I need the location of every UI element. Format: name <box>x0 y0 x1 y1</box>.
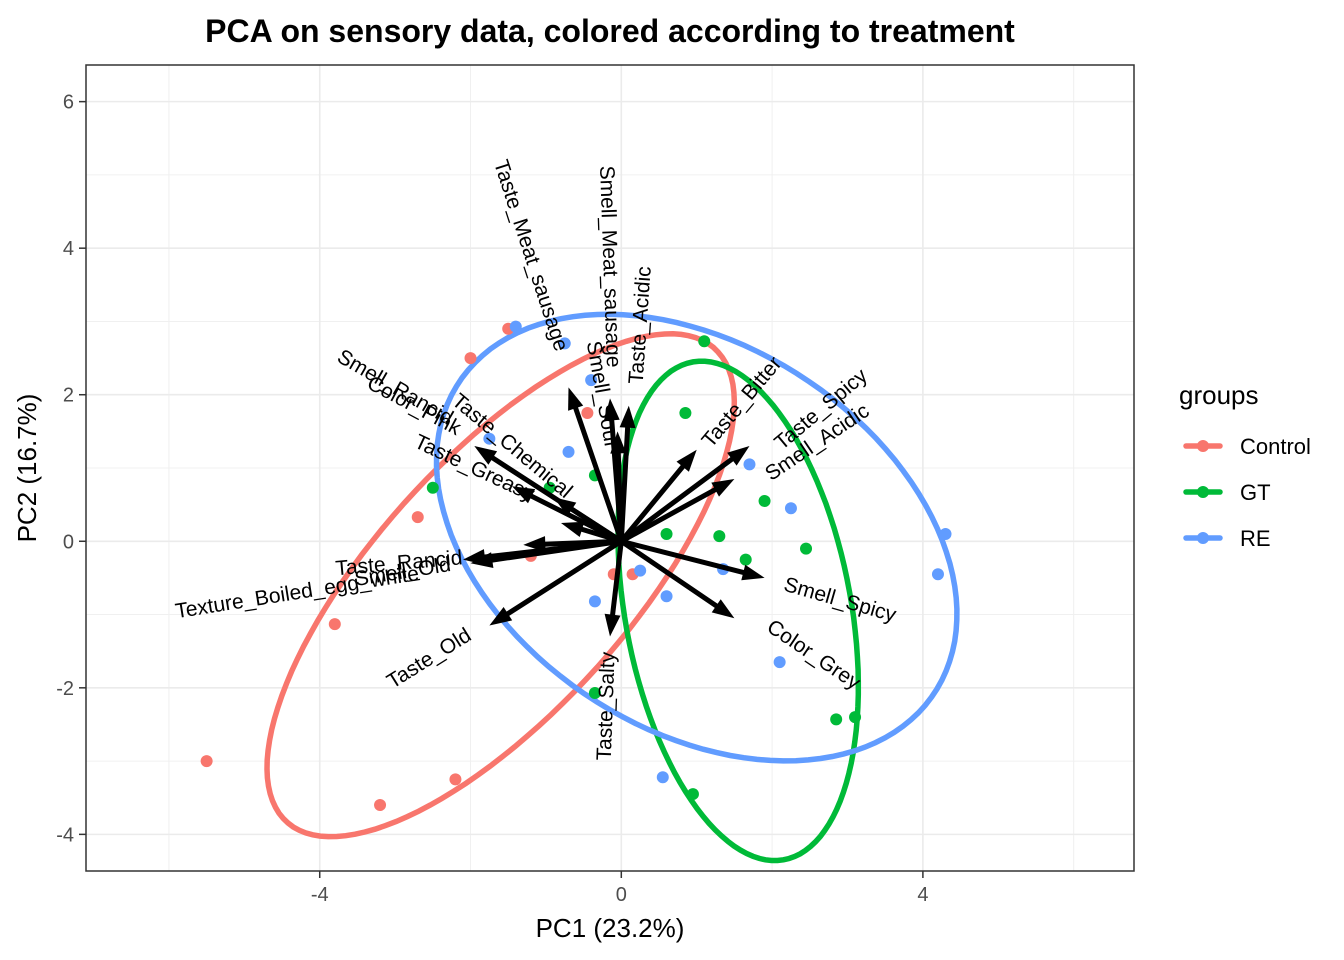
arrowhead-taste-acidic <box>619 405 636 429</box>
chart-title: PCA on sensory data, colored according t… <box>205 13 1015 49</box>
arrowhead-color-grey <box>711 599 735 619</box>
arrow-taste-old <box>503 538 624 618</box>
point-control <box>374 799 387 812</box>
label-texture-boiled-egg-white: Texture_Boiled_egg_white <box>174 562 421 623</box>
point-gt <box>679 407 692 420</box>
point-gt <box>686 788 699 801</box>
label-taste-salty: Taste_Salty <box>593 651 620 761</box>
arrow-smell-acidic <box>618 486 720 544</box>
loading-arrows <box>463 387 765 637</box>
legend-label-re: RE <box>1240 526 1271 551</box>
ellipse-control <box>264 331 738 840</box>
legend-label-gt: GT <box>1240 480 1271 505</box>
arrowhead-taste-salty <box>604 613 621 637</box>
arrow-taste-chemical <box>567 505 624 544</box>
arrow-color-grey <box>618 538 721 610</box>
point-re <box>939 527 952 540</box>
point-gt <box>800 542 813 555</box>
point-gt <box>758 494 771 507</box>
arrowhead-taste-bitter <box>676 449 697 472</box>
plot-panel-border <box>85 64 1135 872</box>
y-tick-label: 2 <box>63 385 74 407</box>
point-re <box>660 590 673 603</box>
point-gt <box>698 335 711 348</box>
legend-marker-re <box>1197 532 1209 544</box>
arrowhead-taste-chemical <box>553 497 577 516</box>
arrowhead-taste-spicy <box>727 446 750 466</box>
point-gt <box>739 553 752 566</box>
arrow-smell-sour <box>615 448 624 544</box>
label-smell-spicy: Smell_Spicy <box>781 573 899 627</box>
legend-label-control: Control <box>1240 434 1311 459</box>
arrowhead-taste-meat-sausage <box>568 387 584 411</box>
point-gt <box>830 713 843 726</box>
arrowhead-smell-spicy <box>741 564 765 581</box>
label-taste-acidic: Taste_Acidic <box>625 265 656 384</box>
point-re <box>562 445 575 458</box>
arrowhead-smell-meat-sausage <box>603 398 620 421</box>
point-gt <box>849 711 862 724</box>
x-tick-label: -4 <box>311 884 329 906</box>
y-tick-label: 4 <box>63 238 74 260</box>
point-re <box>773 656 786 669</box>
point-control <box>411 511 424 524</box>
point-re <box>931 568 944 581</box>
arrow-texture-boiled-egg-white <box>480 538 624 560</box>
point-re <box>743 458 756 471</box>
point-re <box>634 564 647 577</box>
legend-marker-gt <box>1197 486 1209 498</box>
arrowhead-smell-acidic <box>711 479 735 497</box>
point-control <box>200 755 213 768</box>
arrowhead-taste-greasy <box>561 521 585 537</box>
legend: groups Control GT RE <box>1179 380 1311 551</box>
point-re <box>509 320 522 333</box>
point-re <box>588 595 601 608</box>
arrowhead-texture-boiled-egg-white <box>463 549 486 565</box>
arrow-taste-salty <box>609 538 624 620</box>
point-re <box>656 771 669 784</box>
legend-title: groups <box>1179 380 1259 410</box>
legend-marker-control <box>1197 440 1209 452</box>
point-re <box>784 502 797 515</box>
point-re <box>483 432 496 445</box>
y-tick-label: 0 <box>63 531 74 553</box>
x-axis-title: PC1 (23.2%) <box>536 913 685 943</box>
arrow-taste-bitter <box>618 462 687 544</box>
point-gt <box>588 686 601 699</box>
point-gt <box>713 530 726 543</box>
arrow-smell-spicy <box>618 538 748 576</box>
point-gt <box>426 481 439 494</box>
point-gt <box>660 527 673 540</box>
arrowhead-smell-sour <box>610 431 627 454</box>
arrowhead-taste-old <box>489 607 513 626</box>
label-color-grey: Color_Grey <box>763 615 865 694</box>
arrow-taste-spicy <box>618 455 736 544</box>
label-taste-old: Taste_Old <box>383 624 475 694</box>
x-tick-label: 0 <box>616 884 627 906</box>
arrowhead-taste-rancid <box>523 536 546 553</box>
arrow-taste-meat-sausage <box>572 403 624 544</box>
point-control <box>464 352 477 365</box>
ellipse-re <box>433 311 960 764</box>
point-control <box>328 618 341 631</box>
point-re <box>585 374 598 387</box>
y-axis-title: PC2 (16.7%) <box>12 394 42 543</box>
x-tick-label: 4 <box>917 884 928 906</box>
y-tick-label: -2 <box>56 678 74 700</box>
point-control <box>581 407 594 420</box>
arrowhead-color-pink <box>512 486 536 504</box>
y-tick-label: -4 <box>56 824 74 846</box>
axis-ticks: -4 0 4 -4 -2 0 2 4 6 <box>56 92 928 906</box>
arrowhead-smell-rancid <box>474 446 498 465</box>
y-tick-label: 6 <box>63 92 74 114</box>
point-control <box>449 773 462 786</box>
point-re <box>558 337 571 350</box>
grid <box>86 65 1134 871</box>
